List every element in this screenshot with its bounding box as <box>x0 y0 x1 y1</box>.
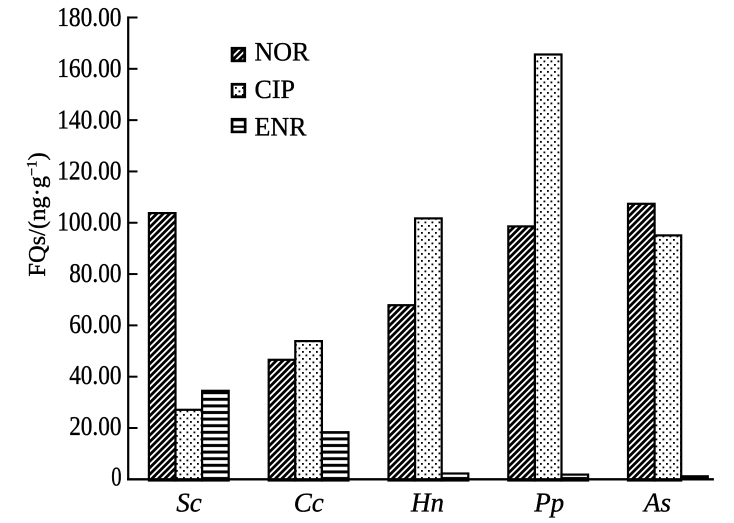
svg-text:Hn: Hn <box>410 488 444 518</box>
svg-text:ENR: ENR <box>255 112 308 141</box>
svg-text:160.00: 160.00 <box>57 53 121 83</box>
svg-text:100.00: 100.00 <box>57 207 121 237</box>
svg-text:180.00: 180.00 <box>57 2 121 32</box>
svg-text:Cc: Cc <box>294 488 324 518</box>
svg-text:Sc: Sc <box>176 488 202 518</box>
svg-text:40.00: 40.00 <box>69 360 121 390</box>
svg-text:As: As <box>642 488 671 518</box>
svg-text:0: 0 <box>111 462 121 492</box>
svg-text:140.00: 140.00 <box>57 104 121 134</box>
svg-text:Pp: Pp <box>533 488 564 518</box>
svg-text:NOR: NOR <box>255 38 311 67</box>
svg-text:60.00: 60.00 <box>69 309 121 339</box>
svg-text:20.00: 20.00 <box>69 411 121 441</box>
svg-text:120.00: 120.00 <box>57 156 121 186</box>
svg-text:CIP: CIP <box>255 75 295 104</box>
svg-text:80.00: 80.00 <box>69 258 121 288</box>
